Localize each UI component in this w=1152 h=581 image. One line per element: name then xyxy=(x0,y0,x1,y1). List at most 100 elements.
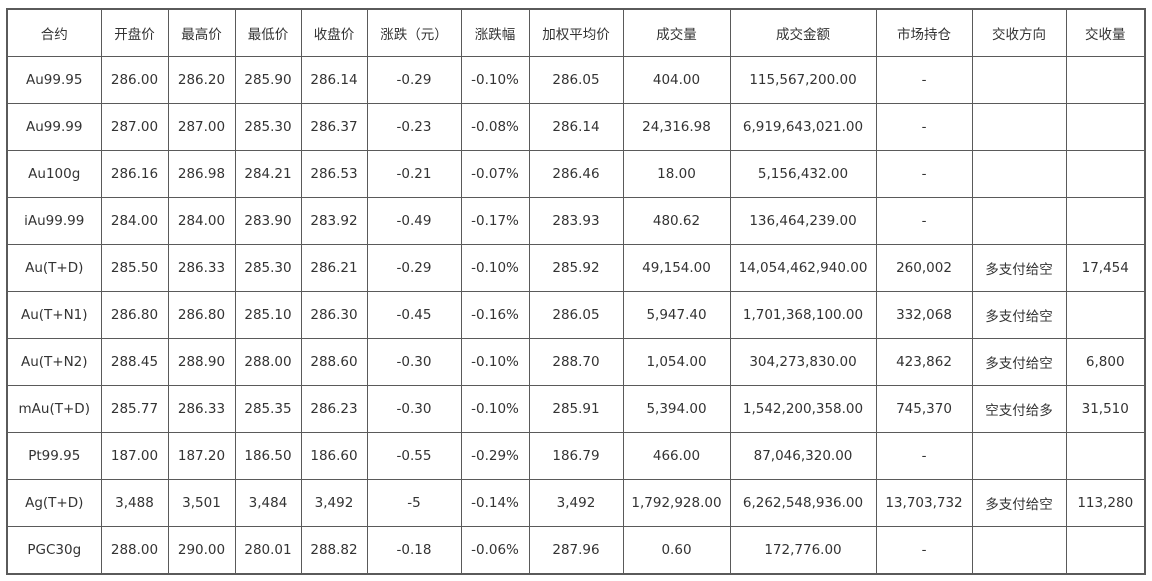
table-cell xyxy=(1065,526,1146,575)
table-cell: 空支付给多 xyxy=(971,385,1067,433)
table-row: iAu99.99 284.00 284.00 283.90 283.92 -0.49 -0.… xyxy=(6,197,1146,245)
table-cell: 283.92 xyxy=(300,197,368,245)
table-cell: Au(T+N1) xyxy=(6,291,102,339)
table-cell: 304,273,830.00 xyxy=(729,338,877,386)
table-cell: 260,002 xyxy=(875,244,973,292)
table-cell: -0.10% xyxy=(460,56,530,104)
column-header: 市场持仓 xyxy=(875,8,973,57)
table-row: Pt99.95 187.00 187.20 186.50 186.60 -0.55 -0.2… xyxy=(6,432,1146,480)
column-header: 交收量 xyxy=(1065,8,1146,57)
table-cell: 1,542,200,358.00 xyxy=(729,385,877,433)
table-cell: 286.46 xyxy=(528,150,624,198)
table-cell: 136,464,239.00 xyxy=(729,197,877,245)
table-cell: - xyxy=(875,197,973,245)
table-cell: - xyxy=(875,432,973,480)
table-cell: -0.14% xyxy=(460,479,530,527)
table-cell xyxy=(1065,150,1146,198)
table-cell: 186.50 xyxy=(234,432,302,480)
table-cell: -0.16% xyxy=(460,291,530,339)
table-cell: 286.23 xyxy=(300,385,368,433)
column-header: 交收方向 xyxy=(971,8,1067,57)
column-header: 合约 xyxy=(6,8,102,57)
table-cell: 18.00 xyxy=(622,150,731,198)
table-cell: 5,947.40 xyxy=(622,291,731,339)
column-header: 最高价 xyxy=(167,8,236,57)
table-cell: -0.45 xyxy=(366,291,462,339)
table-cell: 5,156,432.00 xyxy=(729,150,877,198)
table-cell: -0.06% xyxy=(460,526,530,575)
table-cell: 13,703,732 xyxy=(875,479,973,527)
table-cell: Au99.99 xyxy=(6,103,102,151)
column-header: 成交量 xyxy=(622,8,731,57)
table-cell: 186.60 xyxy=(300,432,368,480)
table-cell: 286.14 xyxy=(528,103,624,151)
table-cell: 288.60 xyxy=(300,338,368,386)
table-row: Au100g 286.16 286.98 284.21 286.53 -0.21 -0.07… xyxy=(6,150,1146,198)
table-cell xyxy=(971,150,1067,198)
table-cell: 285.30 xyxy=(234,103,302,151)
table-cell: 285.30 xyxy=(234,244,302,292)
column-header: 成交金额 xyxy=(729,8,877,57)
table-cell: -0.10% xyxy=(460,338,530,386)
table-cell xyxy=(1065,56,1146,104)
table-cell: 0.60 xyxy=(622,526,731,575)
table-cell: 6,262,548,936.00 xyxy=(729,479,877,527)
table-cell: - xyxy=(875,526,973,575)
table-cell: 285.92 xyxy=(528,244,624,292)
table-cell: 286.80 xyxy=(100,291,169,339)
column-header: 加权平均价 xyxy=(528,8,624,57)
table-cell: -0.18 xyxy=(366,526,462,575)
table-cell: Au(T+N2) xyxy=(6,338,102,386)
table-row: Au99.95 286.00 286.20 285.90 286.14 -0.29 -0.1… xyxy=(6,56,1146,104)
table-cell xyxy=(971,432,1067,480)
column-header: 涨跌幅 xyxy=(460,8,530,57)
table-cell: 288.00 xyxy=(100,526,169,575)
table-cell: 404.00 xyxy=(622,56,731,104)
table-cell: 多支付给空 xyxy=(971,244,1067,292)
table-cell: 17,454 xyxy=(1065,244,1146,292)
table-cell: Au(T+D) xyxy=(6,244,102,292)
table-cell: 466.00 xyxy=(622,432,731,480)
table-cell: 286.00 xyxy=(100,56,169,104)
table-cell: 288.82 xyxy=(300,526,368,575)
table-cell xyxy=(971,526,1067,575)
table-cell: 49,154.00 xyxy=(622,244,731,292)
table-cell: -0.10% xyxy=(460,385,530,433)
table-cell: 283.90 xyxy=(234,197,302,245)
table-cell: 286.37 xyxy=(300,103,368,151)
table-cell: 745,370 xyxy=(875,385,973,433)
table-cell: -0.49 xyxy=(366,197,462,245)
table-cell: 286.05 xyxy=(528,56,624,104)
table-cell: 283.93 xyxy=(528,197,624,245)
table-cell: 287.00 xyxy=(167,103,236,151)
table-cell: Au99.95 xyxy=(6,56,102,104)
table-cell: -0.29 xyxy=(366,244,462,292)
table-cell: 286.33 xyxy=(167,385,236,433)
table-cell: 187.20 xyxy=(167,432,236,480)
table-cell: 3,492 xyxy=(300,479,368,527)
table-cell: 187.00 xyxy=(100,432,169,480)
table-cell: 3,501 xyxy=(167,479,236,527)
table-cell: 1,054.00 xyxy=(622,338,731,386)
table-cell: iAu99.99 xyxy=(6,197,102,245)
table-cell: 280.01 xyxy=(234,526,302,575)
table-row: Au(T+N1) 286.80 286.80 285.10 286.30 -0.45 -0.… xyxy=(6,291,1146,339)
table-cell: -0.30 xyxy=(366,385,462,433)
table-cell: - xyxy=(875,56,973,104)
table-cell: 1,701,368,100.00 xyxy=(729,291,877,339)
table-cell: 多支付给空 xyxy=(971,479,1067,527)
table-cell: 288.70 xyxy=(528,338,624,386)
table-cell: -0.21 xyxy=(366,150,462,198)
table-cell: - xyxy=(875,103,973,151)
table-row: mAu(T+D) 285.77 286.33 285.35 286.23 -0.30 -0.… xyxy=(6,385,1146,433)
table-cell: 290.00 xyxy=(167,526,236,575)
table-cell: 285.91 xyxy=(528,385,624,433)
table-cell: -0.29 xyxy=(366,56,462,104)
quotes-table: 合约 开盘价 最高价 最低价 收盘价 涨跌（元） 涨跌幅 加权平均价 成交量 成交金额 市场持仓 交收… xyxy=(6,8,1146,575)
table-cell: 286.98 xyxy=(167,150,236,198)
table-row: PGC30g 288.00 290.00 280.01 288.82 -0.18 -0.06… xyxy=(6,526,1146,575)
table-cell: 286.80 xyxy=(167,291,236,339)
table-cell xyxy=(1065,103,1146,151)
table-cell: 286.16 xyxy=(100,150,169,198)
table-cell: 3,488 xyxy=(100,479,169,527)
